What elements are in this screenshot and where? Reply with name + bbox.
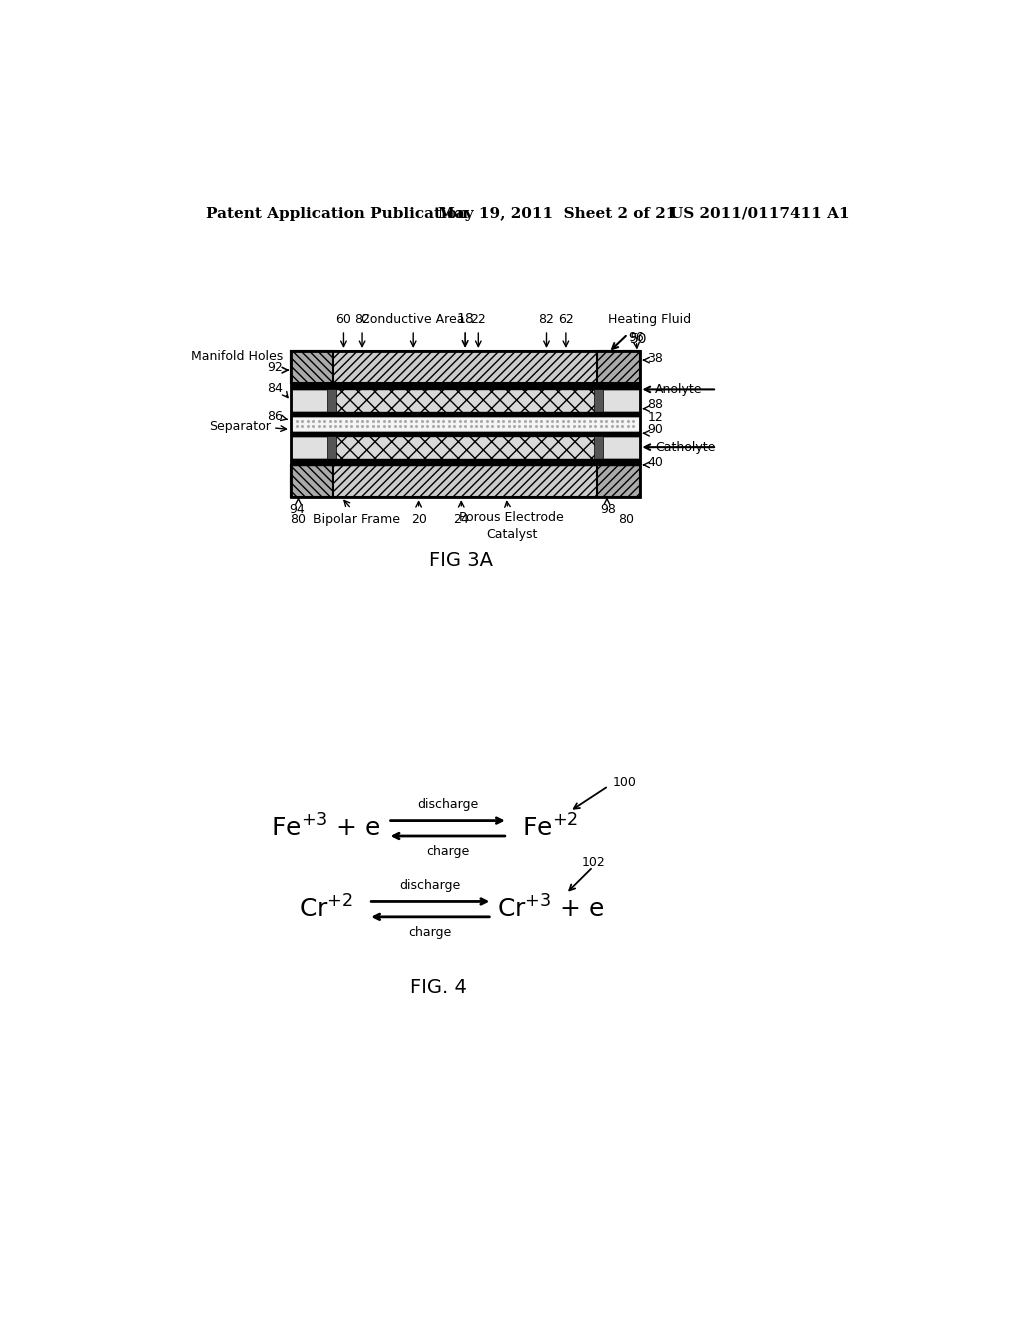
Bar [334,437,597,459]
Bar [291,351,334,383]
Bar [291,416,640,432]
Text: Patent Application Publication: Patent Application Publication [206,207,468,220]
Bar [594,388,603,412]
Text: Separator: Separator [210,420,271,433]
Bar [291,351,640,498]
Text: Catholyte: Catholyte [655,441,716,454]
Bar [291,388,640,412]
Text: 82: 82 [539,313,554,326]
Text: Manifold Holes: Manifold Holes [190,350,283,363]
Text: Anolyte: Anolyte [655,383,702,396]
Bar [291,432,640,437]
Text: 96: 96 [629,330,644,343]
Bar [597,351,640,383]
Text: May 19, 2011  Sheet 2 of 21: May 19, 2011 Sheet 2 of 21 [438,207,677,220]
Text: Fe$^{+2}$: Fe$^{+2}$ [522,814,579,842]
Text: Bipolar Frame: Bipolar Frame [313,512,400,525]
Bar [291,383,640,388]
Text: 38: 38 [647,352,664,366]
Bar [328,388,337,412]
Text: Heating Fluid: Heating Fluid [608,313,691,326]
Text: FIG 3A: FIG 3A [429,552,494,570]
Text: 86: 86 [267,409,283,422]
Bar [291,351,640,383]
Bar [334,388,597,412]
Text: 12: 12 [647,412,663,425]
Bar [291,465,640,498]
Text: 60: 60 [336,313,351,326]
Bar [597,465,640,498]
Text: 24: 24 [454,512,469,525]
Text: 62: 62 [558,313,573,326]
Text: 82: 82 [354,313,370,326]
Text: US 2011/0117411 A1: US 2011/0117411 A1 [671,207,850,220]
Text: 100: 100 [612,776,636,788]
Text: 40: 40 [647,455,664,469]
Bar [291,459,640,465]
Text: Conductive Area: Conductive Area [361,313,465,326]
Text: Fe$^{+3}$ + e: Fe$^{+3}$ + e [271,814,380,842]
Bar [291,437,640,459]
Text: 18: 18 [457,313,474,326]
Text: 94: 94 [289,503,305,516]
Text: 80: 80 [618,512,634,525]
Text: 22: 22 [470,313,486,326]
Text: 50: 50 [630,331,648,346]
Text: 92: 92 [267,362,283,375]
Text: 98: 98 [600,503,616,516]
Text: FIG. 4: FIG. 4 [410,978,467,998]
Text: 88: 88 [647,399,664,412]
Text: Cr$^{+3}$ + e: Cr$^{+3}$ + e [497,895,604,923]
Text: charge: charge [409,927,452,939]
Text: discharge: discharge [399,879,461,892]
Text: 84: 84 [267,381,283,395]
Bar [291,465,334,498]
Bar [291,412,640,416]
Text: discharge: discharge [417,799,478,812]
Text: 80: 80 [291,512,306,525]
Text: 90: 90 [647,422,664,436]
Bar [328,437,337,459]
Bar [594,437,603,459]
Text: Porous Electrode
Catalyst: Porous Electrode Catalyst [459,511,564,541]
Text: Cr$^{+2}$: Cr$^{+2}$ [299,895,352,923]
Text: 102: 102 [582,857,605,870]
Text: 20: 20 [411,512,427,525]
Text: charge: charge [426,845,469,858]
